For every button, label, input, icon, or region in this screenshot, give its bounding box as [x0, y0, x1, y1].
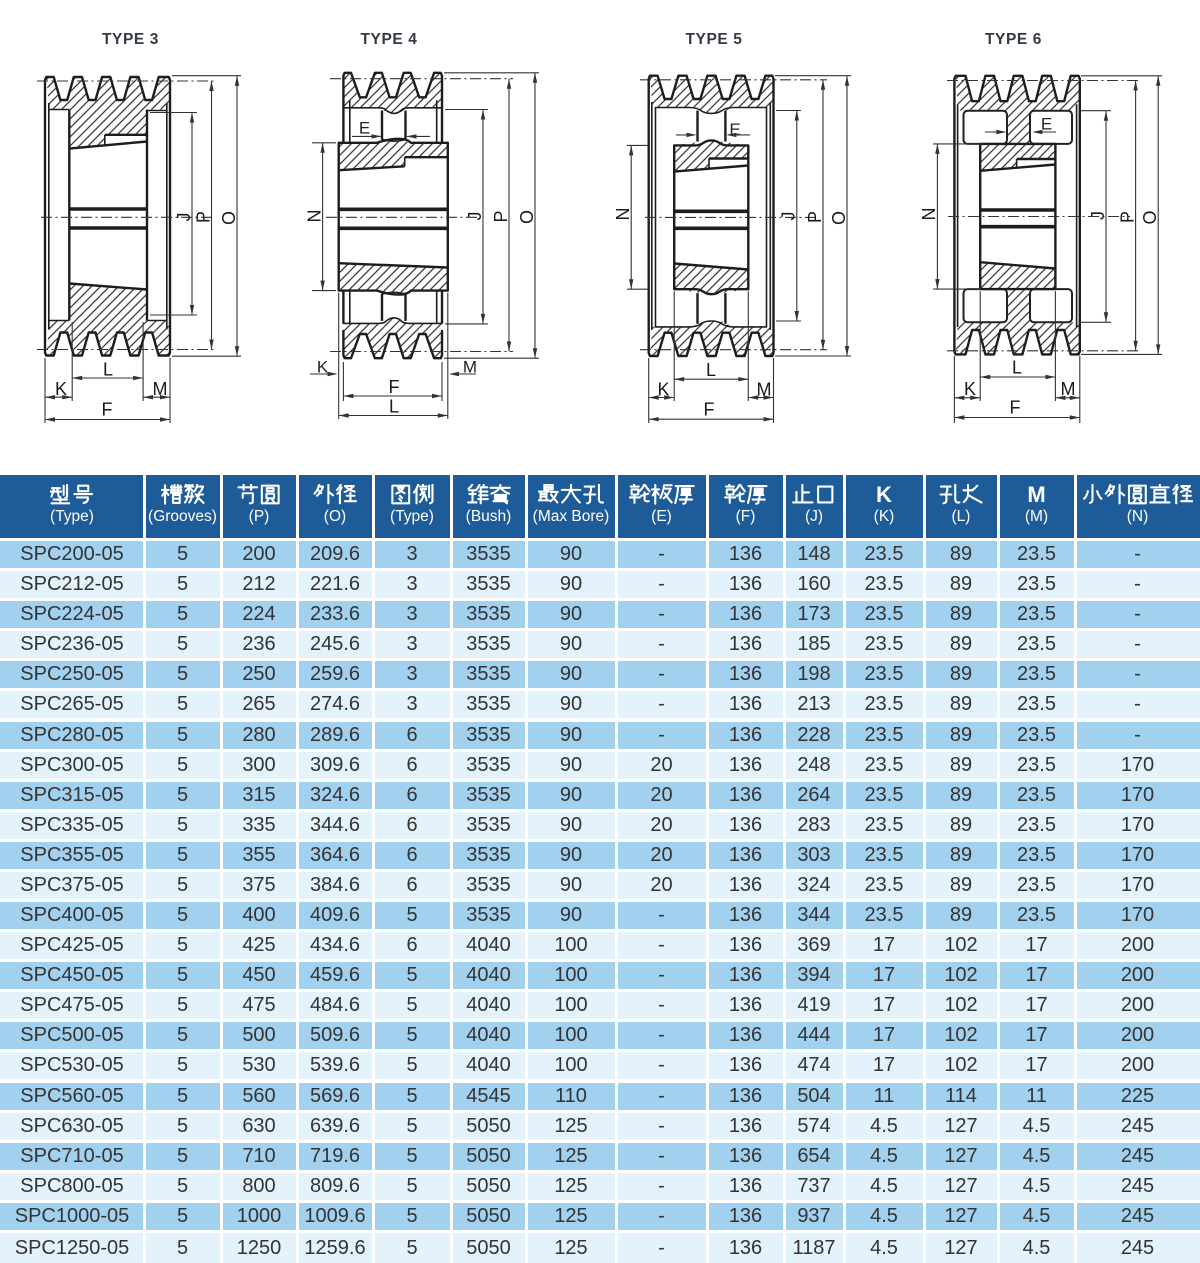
svg-text:K: K	[657, 379, 669, 399]
svg-text:TYPE 3: TYPE 3	[102, 31, 159, 48]
svg-text:N: N	[613, 208, 633, 221]
svg-text:N: N	[919, 208, 939, 221]
svg-text:L: L	[706, 360, 716, 380]
svg-text:O: O	[1140, 210, 1160, 224]
svg-text:M: M	[463, 358, 477, 377]
svg-text:L: L	[389, 397, 399, 417]
svg-text:N: N	[304, 210, 324, 223]
svg-text:K: K	[317, 358, 329, 377]
svg-text:TYPE 6: TYPE 6	[985, 31, 1042, 48]
svg-text:E: E	[729, 120, 740, 139]
svg-text:M: M	[153, 379, 168, 399]
svg-text:P: P	[193, 211, 213, 223]
svg-text:F: F	[102, 400, 113, 420]
svg-text:E: E	[1041, 115, 1052, 134]
svg-text:J: J	[1088, 211, 1108, 220]
svg-text:O: O	[219, 211, 239, 225]
svg-text:L: L	[1012, 358, 1022, 378]
svg-text:E: E	[359, 119, 370, 138]
svg-text:L: L	[103, 360, 113, 380]
svg-text:J: J	[174, 213, 194, 222]
svg-text:O: O	[517, 210, 537, 224]
svg-text:K: K	[964, 379, 976, 399]
svg-text:J: J	[779, 212, 799, 221]
svg-text:M: M	[1061, 379, 1076, 399]
svg-text:P: P	[805, 211, 825, 223]
svg-text:TYPE 4: TYPE 4	[360, 31, 417, 48]
svg-text:F: F	[1010, 398, 1021, 418]
svg-text:TYPE 5: TYPE 5	[685, 31, 742, 48]
svg-text:O: O	[829, 211, 849, 225]
svg-text:J: J	[465, 212, 485, 221]
svg-text:F: F	[389, 377, 400, 397]
svg-text:K: K	[55, 379, 67, 399]
svg-text:F: F	[704, 400, 715, 420]
svg-text:P: P	[1117, 211, 1137, 223]
svg-text:P: P	[491, 210, 511, 222]
svg-text:M: M	[757, 379, 772, 399]
